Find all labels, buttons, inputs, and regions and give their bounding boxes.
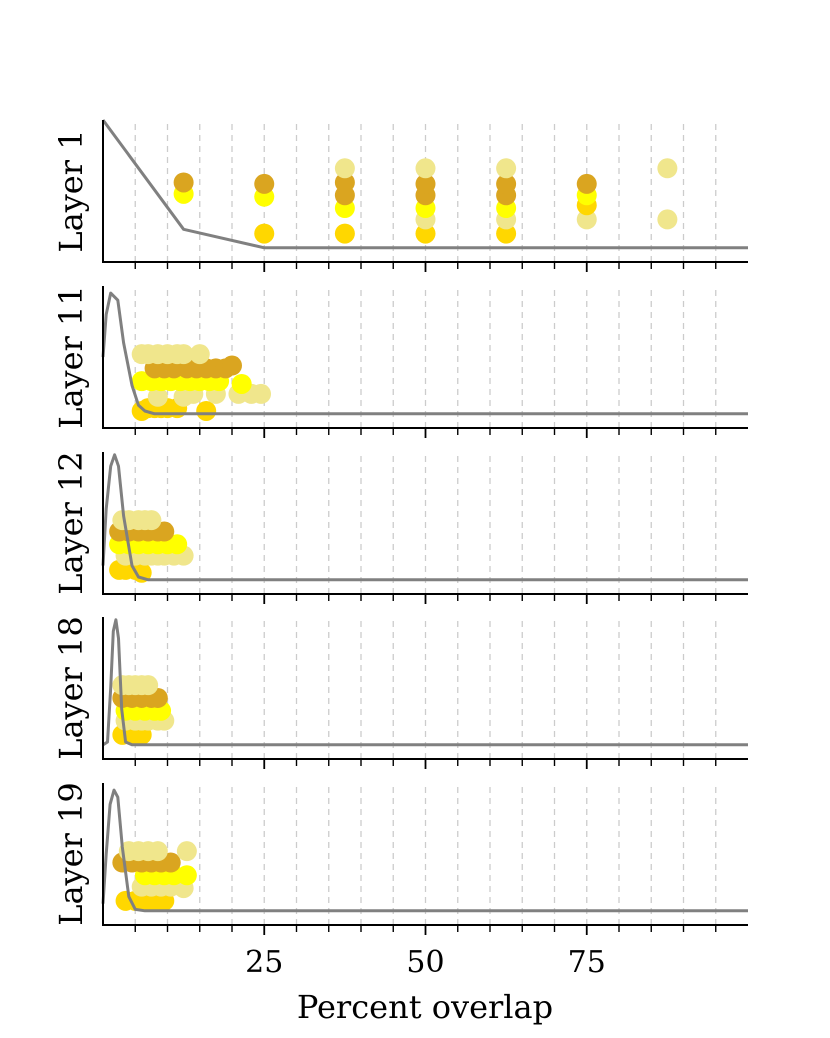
panel-4: Layer 18 xyxy=(52,616,748,769)
data-point xyxy=(189,344,210,365)
data-point xyxy=(196,400,217,421)
data-point xyxy=(141,510,162,531)
data-point xyxy=(657,158,678,179)
y-axis-label: Layer 12 xyxy=(52,451,90,595)
chart-panels: Layer 1 Layer 11 Layer 12 Layer 18 Layer 19 xyxy=(52,119,748,935)
data-point xyxy=(154,521,175,542)
data-point xyxy=(173,344,194,365)
data-point xyxy=(173,172,194,193)
density-line xyxy=(101,453,748,582)
x-axis-tick-labels: 25 50 75 xyxy=(245,945,606,980)
data-point xyxy=(496,173,517,194)
data-point xyxy=(160,852,181,873)
data-point xyxy=(251,383,272,404)
data-point xyxy=(334,172,355,193)
data-point xyxy=(254,173,275,194)
data-point xyxy=(222,355,242,376)
density-line xyxy=(101,291,748,416)
x-axis-label: Percent overlap xyxy=(297,988,553,1026)
density-line xyxy=(101,119,748,250)
data-point xyxy=(334,158,355,179)
data-point xyxy=(576,173,597,194)
data-point xyxy=(496,158,517,179)
y-axis-label: Layer 18 xyxy=(52,616,90,760)
data-point xyxy=(415,158,436,179)
panel-3: Layer 12 xyxy=(52,451,748,604)
data-point xyxy=(334,223,355,244)
data-point xyxy=(147,386,168,407)
density-line xyxy=(101,788,748,913)
x-tick-label: 50 xyxy=(406,945,444,980)
density-line xyxy=(102,618,748,747)
y-axis-label: Layer 11 xyxy=(52,285,90,429)
y-axis-label: Layer 19 xyxy=(52,782,90,926)
panel-5: Layer 19 xyxy=(52,782,748,935)
data-point xyxy=(138,675,159,696)
x-tick-label: 25 xyxy=(245,945,283,980)
panel-2: Layer 11 xyxy=(52,285,748,438)
data-point xyxy=(496,223,517,244)
data-point xyxy=(176,865,197,886)
data-point xyxy=(576,209,597,230)
data-point xyxy=(167,534,188,555)
data-point xyxy=(147,841,168,862)
data-point xyxy=(415,173,436,194)
data-point xyxy=(657,209,678,230)
x-tick-label: 75 xyxy=(568,945,606,980)
data-point xyxy=(131,562,152,583)
data-point xyxy=(415,223,436,244)
data-point xyxy=(231,373,252,394)
data-point xyxy=(254,223,275,244)
data-point xyxy=(176,841,197,862)
y-axis-label: Layer 1 xyxy=(52,129,90,252)
panel-1: Layer 1 xyxy=(52,119,748,272)
